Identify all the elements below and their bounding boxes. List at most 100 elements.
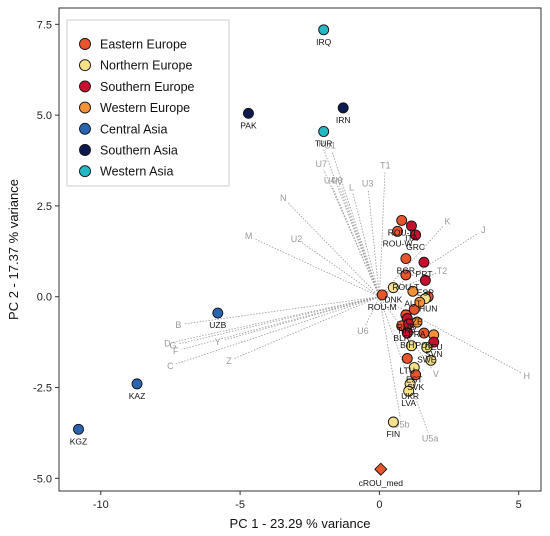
point-label: PRT [416, 269, 433, 279]
legend-label: Eastern Europe [100, 38, 187, 52]
loading-label: V [433, 369, 439, 379]
loading-label: U6 [357, 326, 369, 336]
y-tick-label: 5.0 [37, 110, 52, 122]
point-label: UZB [209, 320, 226, 330]
loading-label: L [349, 182, 354, 192]
special-points: cROU_med [359, 462, 404, 488]
data-point [318, 126, 330, 137]
point-label: LVA [401, 398, 416, 408]
loading-label: F [173, 346, 179, 356]
data-point [414, 296, 426, 308]
y-tick-label: -2.5 [33, 383, 52, 395]
loading-label: M [245, 231, 253, 241]
point-label: EST [406, 375, 423, 385]
point-label: SVK [407, 382, 424, 392]
legend-swatch [79, 80, 91, 93]
loading-vector-line [367, 189, 380, 297]
loading-vector-line [253, 238, 380, 298]
data-point [418, 256, 430, 268]
loading-vector-line [338, 185, 380, 297]
loading-label: G [169, 340, 176, 350]
legend-swatch [79, 59, 91, 72]
special-point-label: cROU_med [359, 478, 404, 488]
point-label: TUR [315, 138, 332, 148]
point-label: GRC [406, 242, 425, 252]
loading-vector-line [341, 187, 380, 297]
legend-label: Central Asia [100, 122, 167, 136]
loading-vector-line [181, 296, 380, 350]
point-label: SVN [425, 349, 442, 359]
legend-label: Western Asia [100, 165, 173, 179]
point-label: BGR [397, 266, 415, 276]
point-label: KGZ [70, 436, 87, 446]
data-point [212, 307, 224, 319]
loading-label: R [318, 139, 325, 149]
point-label: CZE [406, 316, 423, 326]
x-tick-label: 5 [516, 499, 522, 511]
legend-label: Western Europe [100, 101, 190, 115]
point-label: DNK [384, 295, 402, 305]
loading-label: B [175, 320, 181, 330]
data-point [387, 416, 399, 428]
data-points: IRQIRNPAKTURUZBKAZKGZROU-DITAROU-WGRCBGR… [70, 24, 443, 446]
point-label: ROU-D [388, 227, 416, 237]
data-point [421, 342, 433, 354]
data-point [337, 102, 349, 114]
data-point [401, 327, 413, 339]
point-label: DEU [425, 342, 443, 352]
point-label: POL [415, 340, 432, 350]
loading-label: U2 [291, 234, 303, 244]
point-label: ROU-T [392, 282, 419, 292]
point-label: BIH [400, 340, 414, 350]
loading-label: U7 [316, 159, 328, 169]
data-point [407, 285, 419, 297]
point-label: AUT [404, 298, 421, 308]
loading-label: U5b [393, 419, 410, 429]
loading-vector-line [331, 151, 380, 297]
data-point [392, 225, 403, 237]
loading-label: U1 [324, 141, 336, 151]
loading-label: Z [226, 356, 232, 366]
legend-box [66, 19, 230, 187]
data-point [401, 352, 413, 364]
loading-vector-line [175, 296, 380, 365]
y-axis-label: PC 2 - 17.37 % variance [6, 179, 21, 320]
loading-label: D [164, 338, 171, 348]
loading-vector-line [379, 296, 401, 419]
loading-vector-line [173, 296, 380, 343]
legend: Eastern Europe Northern Europe Southern Eu… [66, 19, 230, 187]
point-label: FIN [386, 429, 400, 439]
loading-vector-line [365, 296, 380, 326]
legend-swatch [79, 165, 91, 178]
loading-label: U3 [362, 179, 374, 189]
data-point [318, 24, 330, 36]
loading-label: J [481, 225, 486, 235]
loading-vector-line [178, 296, 380, 345]
point-label: RUS [397, 322, 415, 332]
x-axis-label: PC 1 - 23.29 % variance [230, 516, 371, 531]
legend-swatch [79, 101, 91, 114]
data-point [410, 369, 422, 381]
point-label: IRQ [316, 37, 332, 47]
point-label: KAZ [129, 391, 146, 401]
data-point [403, 385, 415, 397]
loading-label: K [445, 216, 451, 226]
loading-label: U4 [324, 175, 336, 185]
legend-label: Southern Europe [100, 80, 195, 94]
point-label: ROU-W [383, 238, 413, 248]
special-point-marker [374, 462, 388, 476]
loading-label: T1 [380, 160, 391, 170]
loading-vector-line [287, 202, 380, 297]
loading-vector-line [234, 296, 380, 359]
loading-label: Y [215, 337, 221, 347]
data-point [410, 229, 422, 241]
legend-swatch [79, 38, 91, 50]
point-label: PAK [240, 120, 257, 130]
data-point [405, 220, 417, 232]
data-point [396, 214, 408, 226]
data-point [425, 354, 437, 366]
legend-label: Northern Europe [100, 59, 192, 73]
x-tick-label: -10 [93, 499, 109, 511]
data-point [376, 289, 388, 301]
